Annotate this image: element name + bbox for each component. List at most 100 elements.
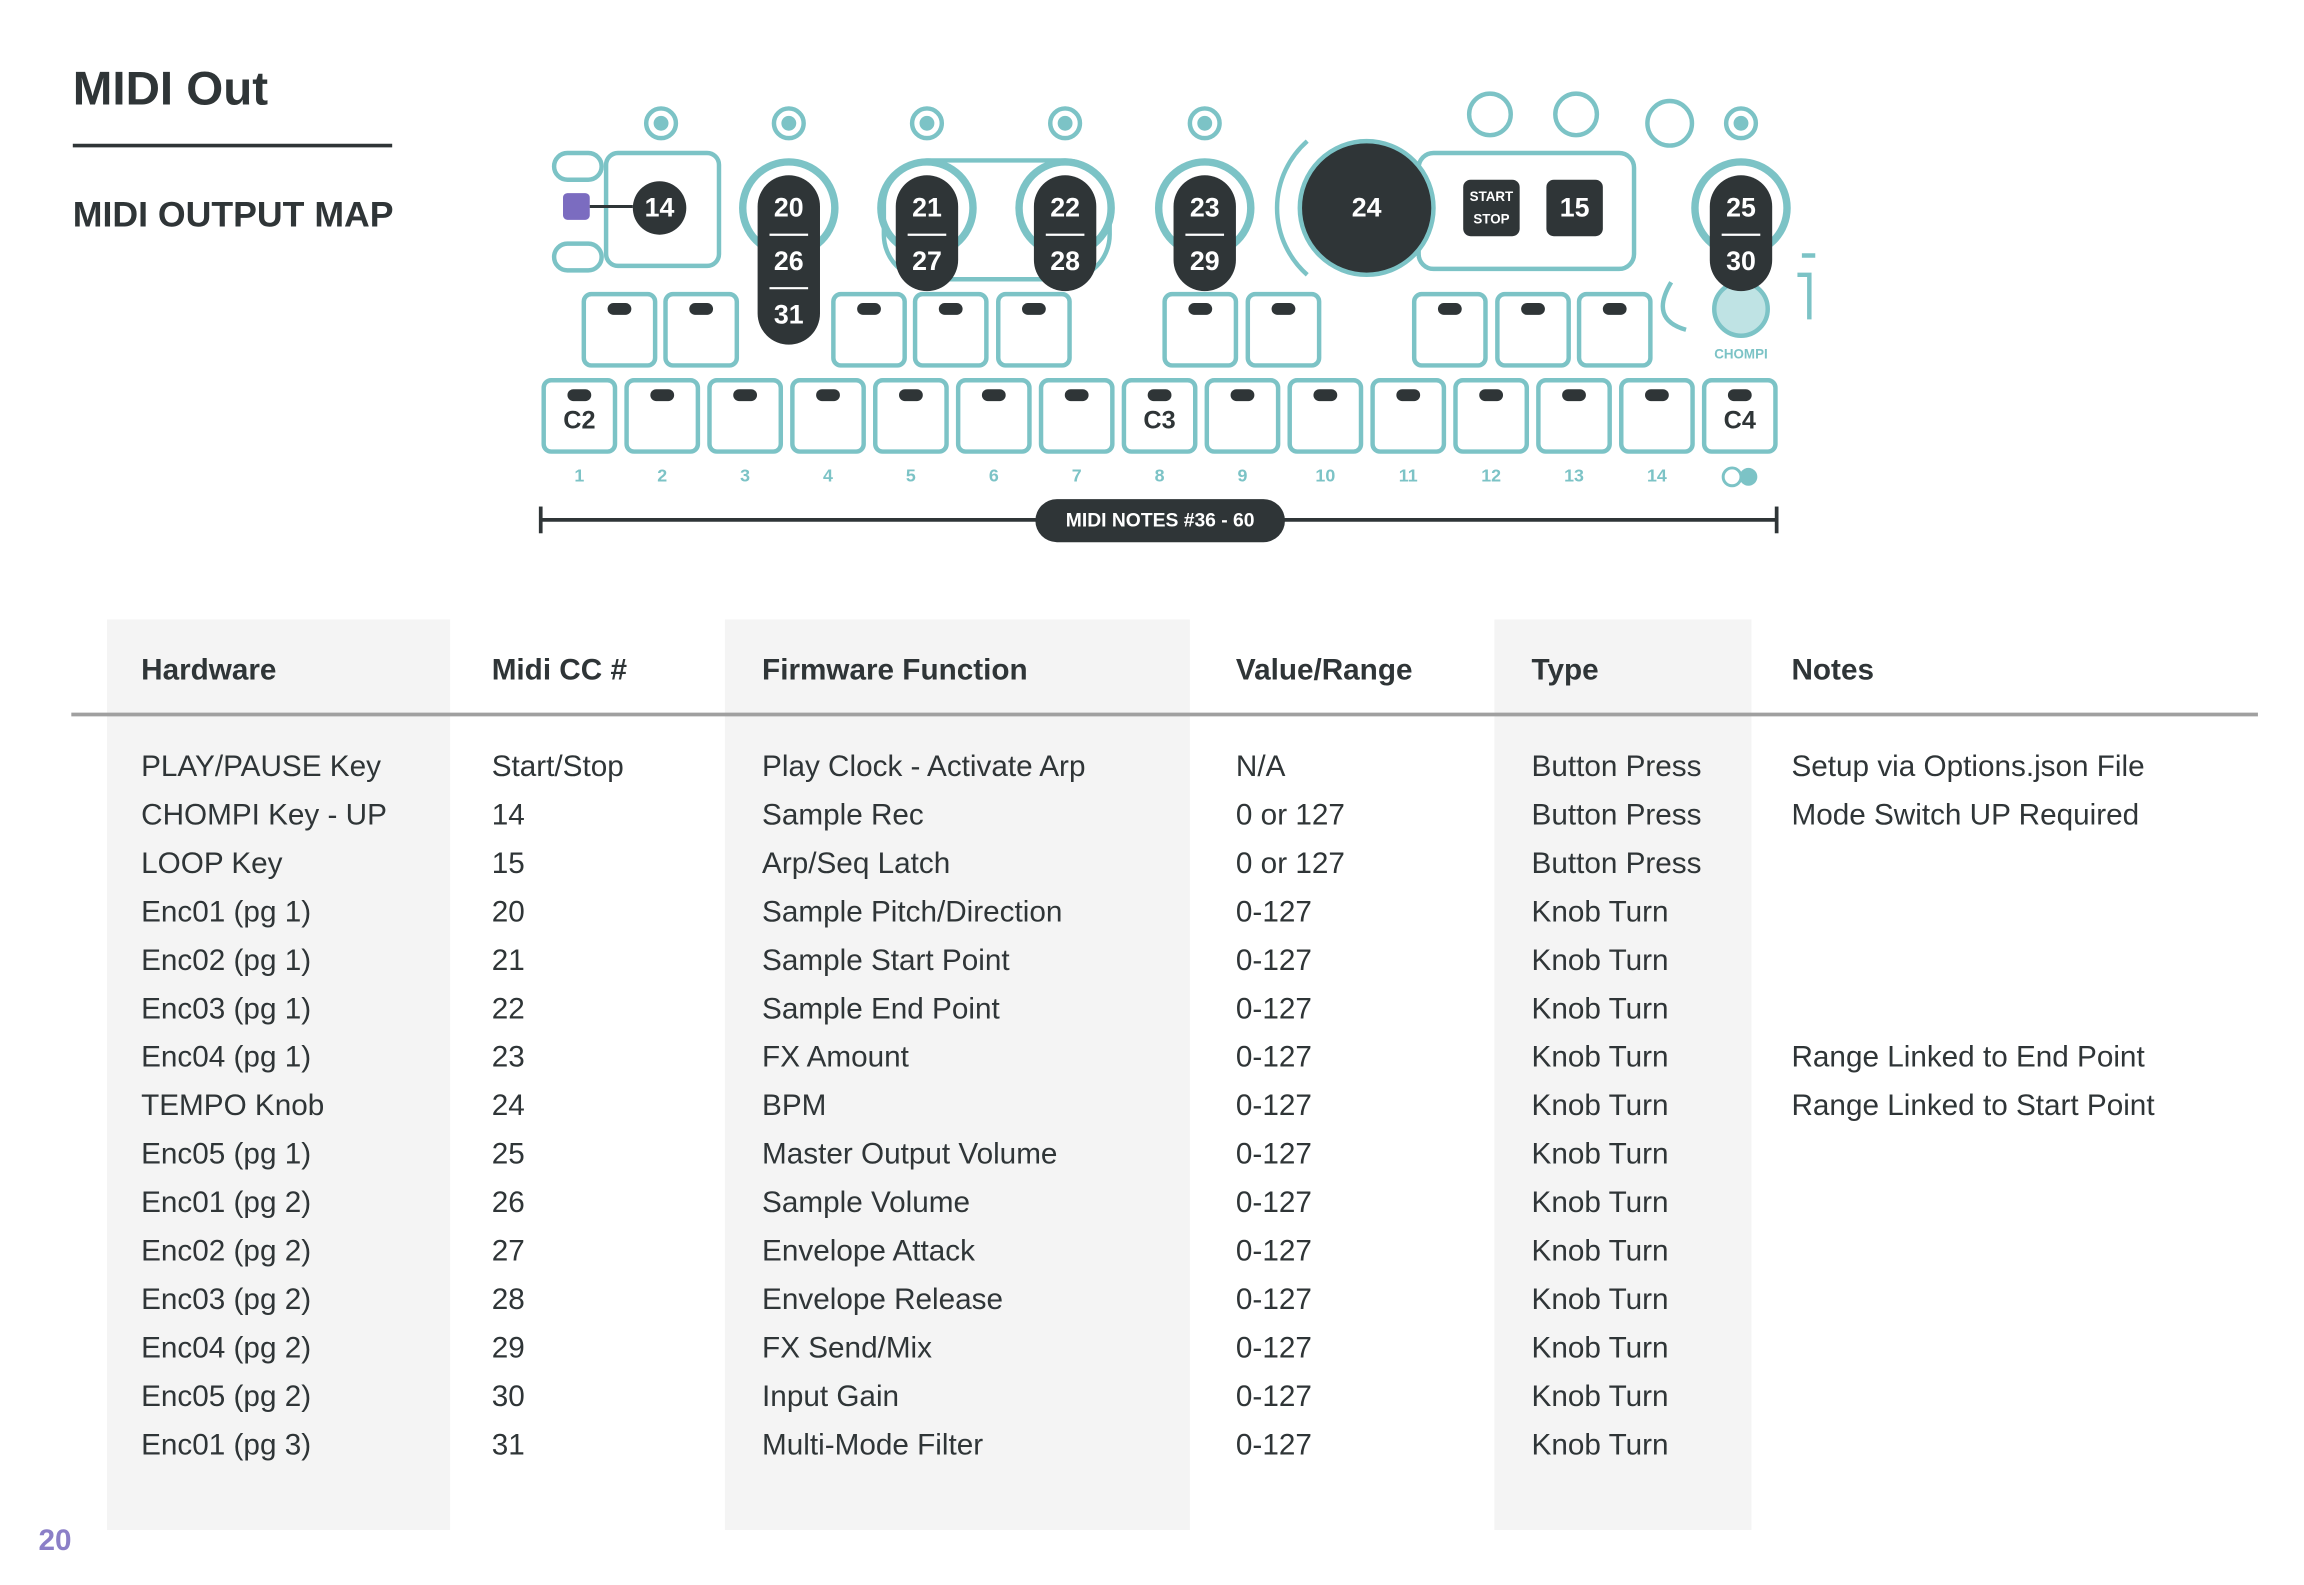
octave-label: C2 (563, 407, 595, 435)
table-cell: Enc03 (pg 2) (141, 1283, 311, 1316)
led (1197, 115, 1213, 131)
key-number: 4 (823, 466, 833, 486)
key-light (1727, 389, 1752, 402)
key (1370, 378, 1447, 454)
key (1038, 378, 1115, 454)
key (1576, 291, 1653, 368)
table-cell: 0 or 127 (1236, 847, 1345, 880)
knob (632, 181, 687, 235)
key (663, 291, 740, 368)
key-light (857, 303, 881, 315)
table-cell: 24 (492, 1089, 525, 1122)
key (541, 378, 618, 454)
table-cell: 0-127 (1236, 1332, 1312, 1365)
table-cell: Enc01 (pg 1) (141, 895, 311, 928)
table-cell: Setup via Options.json File (1791, 750, 2144, 783)
key (1495, 291, 1571, 368)
range-pill (1035, 499, 1285, 543)
key-number: 14 (1647, 466, 1667, 486)
table-cell: 29 (492, 1332, 525, 1365)
key-light (689, 303, 714, 315)
table-cell: 22 (492, 992, 525, 1025)
key-light (1645, 389, 1669, 402)
table-cell: FX Amount (762, 1041, 910, 1074)
table-cell: Sample Start Point (762, 944, 1010, 977)
column-shade (106, 619, 451, 1531)
table-cell: Button Press (1532, 750, 1702, 783)
table-cell: Knob Turn (1532, 1186, 1669, 1219)
key (1411, 291, 1488, 368)
table-cell: Knob Turn (1532, 1041, 1669, 1074)
table-cell: Enc03 (pg 1) (141, 992, 311, 1025)
table-cell: Input Gain (762, 1380, 899, 1413)
table-cell: 28 (492, 1283, 525, 1316)
table-cell: 0-127 (1236, 1186, 1312, 1219)
table-cell: 0-127 (1236, 1429, 1312, 1462)
key-number: 13 (1564, 466, 1584, 486)
table-cell: Knob Turn (1532, 992, 1669, 1025)
key-light (733, 389, 758, 402)
table-cell: BPM (762, 1089, 826, 1122)
knob (1033, 175, 1097, 292)
led (1048, 106, 1083, 141)
key-number: 12 (1481, 466, 1501, 486)
gear-icon (1466, 91, 1513, 138)
key (624, 378, 701, 454)
key-number: 6 (989, 466, 999, 486)
page-title: MIDI Out (73, 63, 268, 116)
octave-label: C3 (1143, 407, 1175, 435)
key-light (816, 389, 840, 402)
knob-label: 15 (1560, 193, 1590, 223)
key (1121, 378, 1198, 454)
table-cell: 0-127 (1236, 1235, 1312, 1268)
start-label: START (1470, 189, 1514, 204)
knob-label: 24 (1352, 193, 1382, 223)
table-cell: 0-127 (1236, 944, 1312, 977)
key (790, 378, 866, 454)
key-light (1147, 389, 1172, 402)
table-cell: Sample Pitch/Direction (762, 895, 1062, 928)
led (781, 115, 797, 131)
key (831, 291, 907, 368)
column-header: Value/Range (1236, 653, 1413, 686)
key (873, 378, 949, 454)
subtitle: MIDI OUTPUT MAP (73, 194, 394, 234)
key-light (607, 303, 632, 315)
key-light (1188, 303, 1213, 315)
knob (1709, 175, 1773, 292)
table-cell: 31 (492, 1429, 525, 1462)
table-cell: Start/Stop (492, 750, 624, 783)
key (581, 291, 658, 368)
key (1536, 378, 1612, 454)
key (1453, 378, 1530, 454)
table-cell: Enc01 (pg 2) (141, 1186, 311, 1219)
table-cell: FX Send/Mix (762, 1332, 932, 1365)
key (996, 291, 1072, 368)
mode-switch (563, 193, 590, 220)
table-cell: N/A (1236, 750, 1286, 783)
column-header: Midi CC # (492, 653, 628, 686)
key-light (650, 389, 675, 402)
column-header: Hardware (141, 653, 276, 686)
key-light (1437, 303, 1462, 315)
table-cell: Envelope Release (762, 1283, 1003, 1316)
column-header: Type (1532, 653, 1599, 686)
table-cell: Multi-Mode Filter (762, 1429, 983, 1462)
key-light (1479, 389, 1504, 402)
mic-icon (1645, 98, 1695, 148)
knob-label: 31 (774, 299, 804, 329)
key-light (899, 389, 923, 402)
table-cell: Enc05 (pg 2) (141, 1380, 311, 1413)
table-cell: Knob Turn (1532, 1283, 1669, 1316)
table-cell: Knob Turn (1532, 1235, 1669, 1268)
knob-label: 26 (774, 246, 804, 276)
knob (1173, 175, 1236, 292)
table-cell: CHOMPI Key - UP (141, 798, 387, 831)
table-cell: Enc04 (pg 2) (141, 1332, 311, 1365)
table-cell: Range Linked to End Point (1791, 1041, 2145, 1074)
table-cell: Envelope Attack (762, 1235, 975, 1268)
knob-label: 29 (1190, 246, 1220, 276)
knob-label: 23 (1190, 193, 1220, 223)
table-cell: Mode Switch UP Required (1791, 798, 2139, 831)
